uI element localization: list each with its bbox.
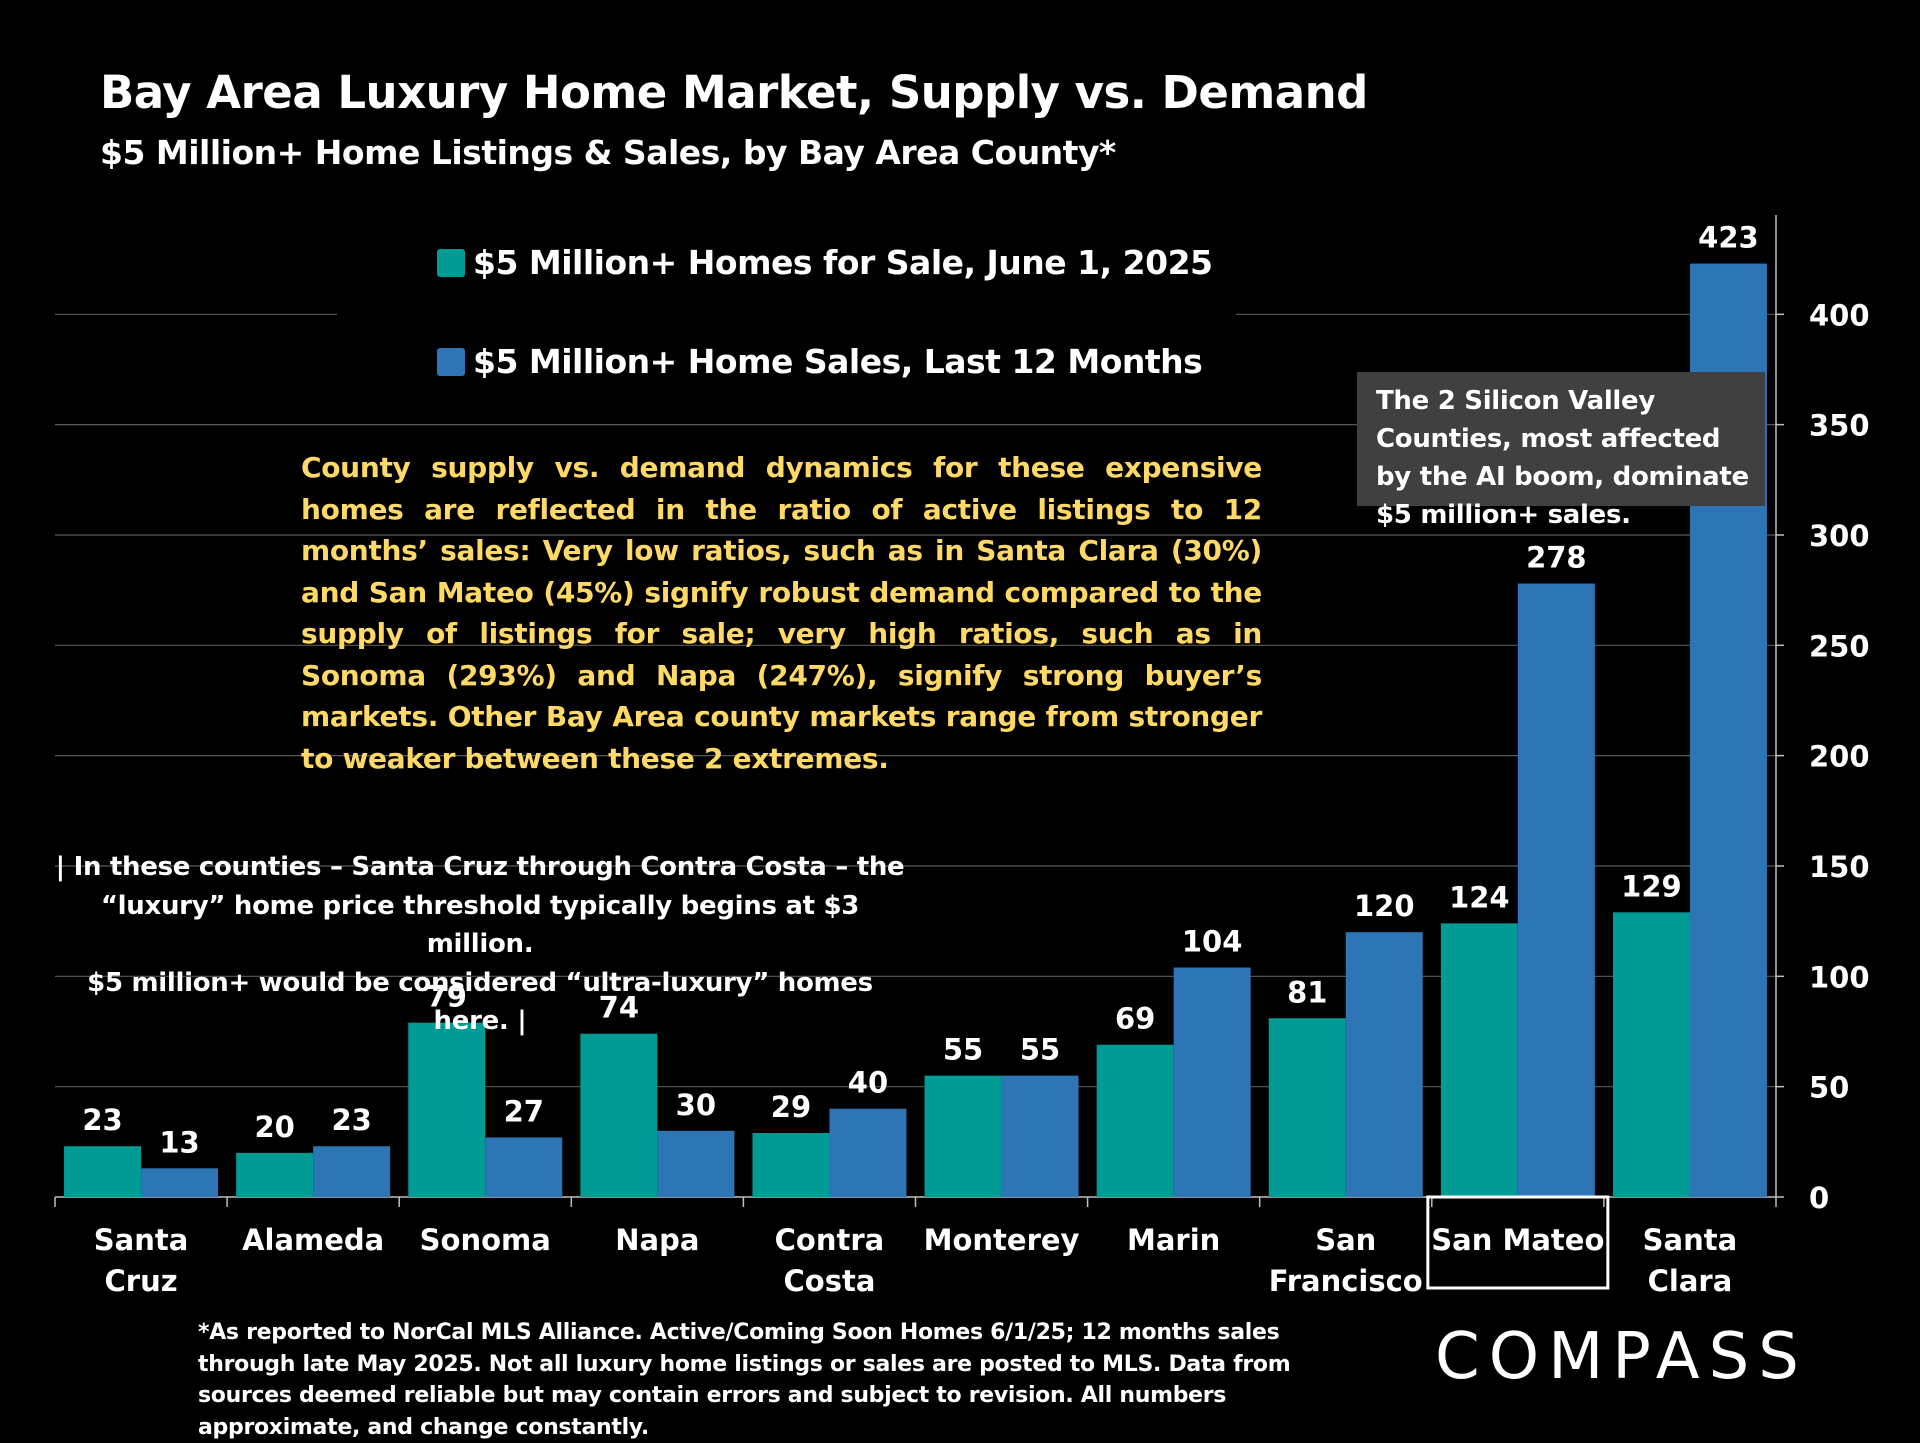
bar-sales	[141, 1168, 219, 1197]
luxury-note-line-1: | In these counties – Santa Cruz through…	[55, 852, 905, 882]
bar-sales	[829, 1108, 907, 1197]
legend-label-sales: $5 Million+ Home Sales, Last 12 Months	[473, 342, 1203, 381]
luxury-note-line-3: $5 million+ would be considered “ultra-l…	[87, 967, 873, 1037]
y-tick-label: 150	[1809, 850, 1870, 884]
y-tick-label: 100	[1809, 960, 1870, 994]
y-tick-label: 350	[1809, 409, 1870, 443]
y-tick-label: 250	[1809, 629, 1870, 663]
data-label: 79	[427, 980, 467, 1014]
bar-sales	[1173, 967, 1251, 1197]
category-label: Sonoma	[420, 1223, 551, 1257]
category-label: Alameda	[242, 1223, 384, 1257]
bar-sales	[485, 1137, 563, 1197]
data-label: 23	[331, 1103, 371, 1137]
bar-listings	[408, 1022, 486, 1197]
data-label: 13	[159, 1125, 199, 1159]
luxury-threshold-note: | In these counties – Santa Cruz through…	[55, 848, 905, 1041]
category-label: Marin	[1127, 1223, 1220, 1257]
chart-title: Bay Area Luxury Home Market, Supply vs. …	[100, 66, 1368, 119]
y-tick-label: 300	[1809, 519, 1870, 553]
data-label: 23	[82, 1103, 122, 1137]
legend-item-listings: $5 Million+ Homes for Sale, June 1, 2025	[437, 243, 1213, 282]
data-label: 124	[1449, 880, 1510, 914]
legend-item-sales: $5 Million+ Home Sales, Last 12 Months	[437, 342, 1203, 381]
data-label: 30	[676, 1088, 716, 1122]
legend-label-listings: $5 Million+ Homes for Sale, June 1, 2025	[473, 243, 1213, 282]
data-label: 29	[771, 1090, 811, 1124]
y-tick-label: 400	[1809, 298, 1870, 332]
category-label: Santa	[1643, 1223, 1738, 1257]
legend-swatch-sales	[437, 347, 465, 376]
category-label: San Mateo	[1431, 1223, 1604, 1257]
category-label: Contra	[775, 1223, 885, 1257]
luxury-note-line-2: “luxury” home price threshold typically …	[100, 890, 860, 960]
bar-listings	[1268, 1018, 1346, 1197]
data-label: 55	[1020, 1033, 1060, 1067]
data-label: 129	[1621, 869, 1682, 903]
category-label: Francisco	[1269, 1264, 1423, 1298]
bar-listings	[752, 1133, 830, 1197]
footnote: *As reported to NorCal MLS Alliance. Act…	[198, 1320, 1291, 1440]
category-label: Clara	[1648, 1264, 1733, 1298]
bar-listings	[64, 1146, 142, 1197]
bar-listings	[1440, 923, 1518, 1197]
data-label: 423	[1698, 221, 1759, 255]
bar-sales	[1517, 583, 1595, 1197]
bar-sales	[1345, 932, 1423, 1197]
legend-swatch-listings	[437, 248, 465, 277]
highlight-box	[1426, 1195, 1610, 1290]
silicon-valley-callout: The 2 Silicon Valley Counties, most affe…	[1357, 372, 1765, 530]
y-tick-label: 200	[1809, 740, 1870, 774]
category-label: Cruz	[104, 1264, 177, 1298]
bar-listings	[924, 1075, 1002, 1197]
data-label: 104	[1182, 924, 1243, 958]
data-label: 81	[1287, 975, 1327, 1009]
data-label: 120	[1354, 889, 1415, 923]
data-label: 69	[1115, 1002, 1155, 1036]
bar-sales	[313, 1146, 391, 1197]
compass-logo: COMPASS	[1435, 1320, 1808, 1394]
chart-subtitle: $5 Million+ Home Listings & Sales, by Ba…	[100, 133, 1116, 172]
data-label: 74	[599, 991, 639, 1025]
data-label: 20	[254, 1110, 294, 1144]
category-label: Costa	[783, 1264, 875, 1298]
y-tick-label: 0	[1809, 1181, 1829, 1215]
bar-listings	[1612, 912, 1690, 1197]
data-label: 55	[943, 1033, 983, 1067]
y-tick-label: 50	[1809, 1071, 1849, 1105]
bar-listings	[580, 1033, 658, 1197]
bar-sales	[657, 1130, 735, 1197]
category-label: Napa	[615, 1223, 699, 1257]
bar-listings	[1096, 1044, 1174, 1197]
bar-sales	[1001, 1075, 1079, 1197]
category-label: Santa	[94, 1223, 189, 1257]
data-label: 40	[848, 1066, 888, 1100]
category-label: San	[1315, 1223, 1376, 1257]
supply-demand-note: County supply vs. demand dynamics for th…	[301, 451, 1262, 775]
bar-listings	[236, 1152, 314, 1197]
data-label: 27	[504, 1094, 544, 1128]
category-label: Monterey	[924, 1223, 1080, 1257]
data-label: 278	[1526, 541, 1587, 575]
